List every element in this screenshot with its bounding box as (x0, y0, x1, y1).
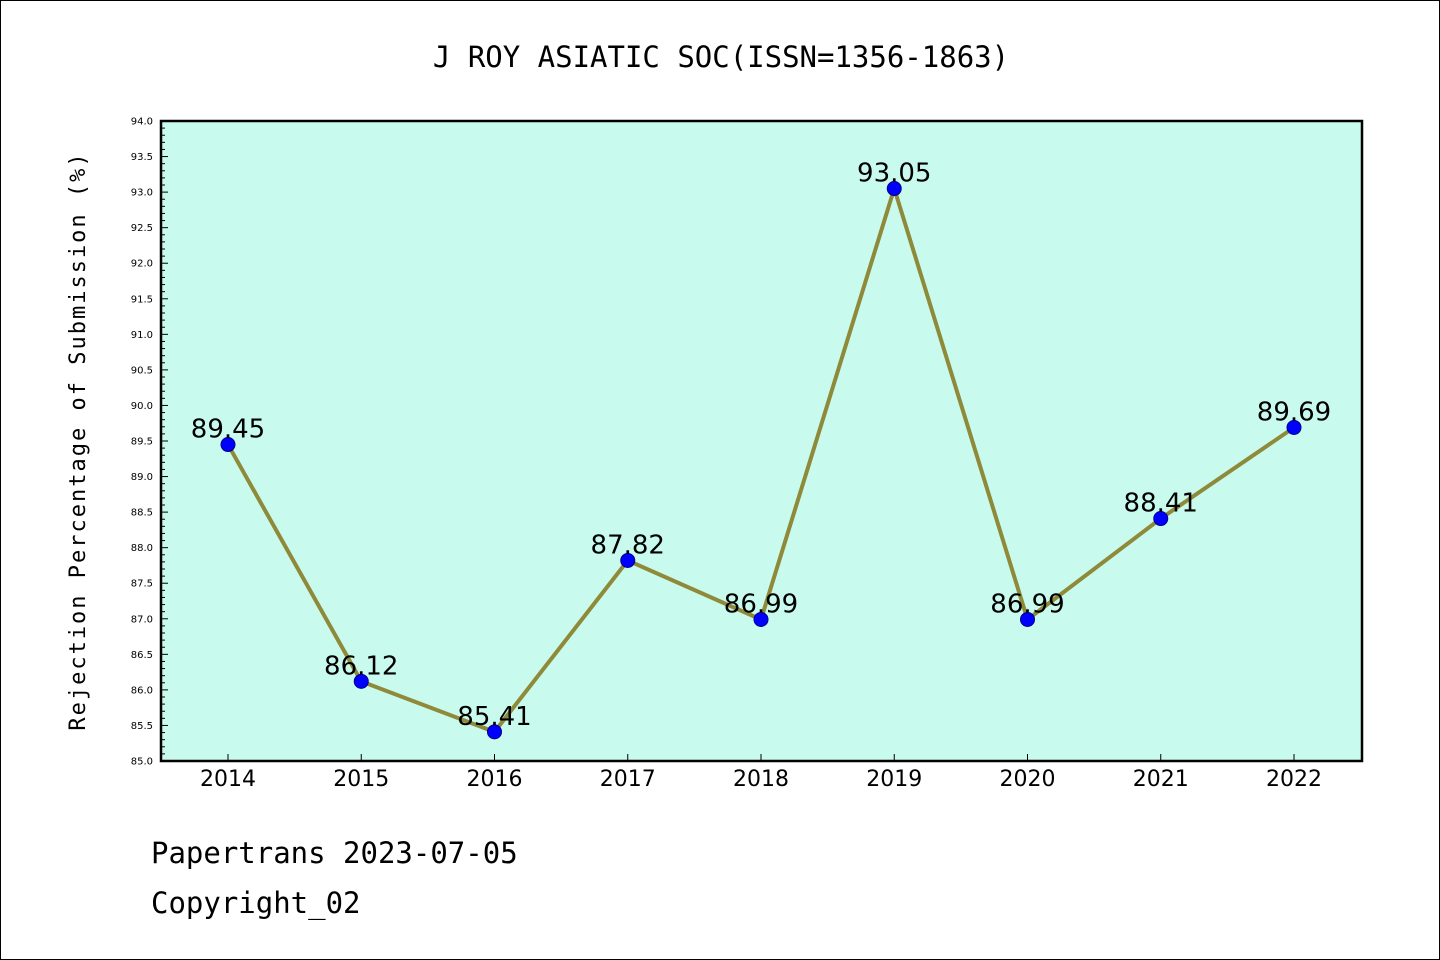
x-tick-label: 2020 (1000, 767, 1056, 792)
data-label-2021: 88.41 (1124, 489, 1198, 519)
y-tick-label: 94.0 (131, 117, 153, 128)
plot-frame (159, 119, 1364, 763)
y-tick-label: 91.0 (131, 330, 153, 341)
x-tick-label: 2014 (200, 767, 256, 792)
data-label-2014: 89.45 (191, 415, 265, 445)
y-tick-label: 87.0 (131, 614, 153, 625)
data-point-2014 (220, 437, 236, 453)
data-point-2016 (487, 724, 502, 740)
data-label-2016: 85.41 (457, 702, 531, 732)
data-point-2019 (886, 181, 902, 197)
y-tick-label: 92.5 (131, 223, 153, 234)
y-tick-label: 93.5 (131, 152, 153, 163)
data-label-2022: 89.69 (1257, 397, 1331, 427)
y-tick-label: 87.5 (131, 579, 153, 590)
plot-area (161, 121, 1362, 761)
footer-date-label: Papertrans 2023-07-05 (151, 836, 518, 870)
x-tick-label: 2017 (600, 767, 656, 792)
y-tick-label: 92.0 (131, 259, 153, 270)
data-point-2020 (1020, 611, 1035, 627)
y-tick-label: 91.5 (131, 294, 153, 305)
data-point-2022 (1286, 419, 1302, 435)
y-tick-label: 85.5 (131, 721, 153, 732)
x-tick-label: 2022 (1266, 767, 1322, 792)
data-point-2017 (620, 552, 636, 568)
data-point-2018 (753, 611, 769, 627)
y-tick-label: 90.5 (131, 365, 153, 376)
x-tick-label: 2015 (333, 767, 389, 792)
data-point-2021 (1153, 511, 1169, 527)
footer-copyright-label: Copyright_02 (151, 886, 361, 920)
y-tick-label: 89.0 (131, 472, 153, 483)
y-axis-label: Rejection Percentage of Submission (%) (66, 151, 91, 730)
y-tick-label: 93.0 (131, 188, 153, 199)
y-tick-label: 89.5 (131, 437, 153, 448)
y-tick-label: 88.5 (131, 508, 153, 519)
x-tick-label: 2016 (467, 767, 523, 792)
y-tick-label: 86.5 (131, 650, 153, 661)
data-label-2015: 86.12 (324, 651, 398, 681)
data-label-2019: 93.05 (857, 159, 931, 189)
y-tick-label: 90.0 (131, 401, 153, 412)
data-point-2015 (353, 673, 369, 689)
x-tick-label: 2018 (733, 767, 789, 792)
data-label-2018: 86.99 (724, 589, 798, 619)
data-label-2017: 87.82 (591, 530, 665, 560)
x-tick-label: 2021 (1133, 767, 1189, 792)
y-tick-label: 86.0 (131, 685, 153, 696)
chart-title: J ROY ASIATIC SOC(ISSN=1356-1863) (433, 40, 1009, 74)
y-tick-label: 88.0 (131, 543, 153, 554)
y-tick-label: 85.0 (131, 757, 153, 768)
x-tick-label: 2019 (866, 767, 922, 792)
data-label-2020: 86.99 (990, 589, 1064, 619)
